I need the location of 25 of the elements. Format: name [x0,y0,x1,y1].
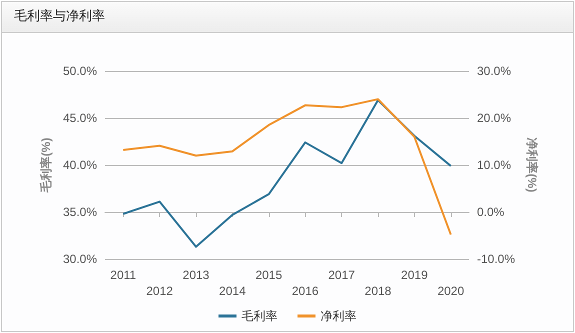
chart-title: 毛利率与净利率 [2,2,573,33]
y-tick-label: 40.0% [62,158,98,172]
y2-tick-label: 10.0% [477,158,512,172]
y2-tick-label: 20.0% [477,111,512,125]
y-tick-label: 45.0% [62,111,98,125]
y-tick-label: 50.0% [62,64,98,78]
x-tick-label: 2015 [255,268,282,282]
x-tick-label: 2020 [437,284,464,298]
y2-tick-label: 0.0% [477,205,505,219]
x-tick-label: 2017 [328,268,356,282]
x-tick-label: 2012 [146,284,174,298]
x-tick-label: 2018 [364,284,392,298]
x-tick-label: 2016 [292,284,319,298]
y-axis-title: 毛利率(%) [39,138,54,194]
y2-tick-label: -10.0% [477,252,516,266]
x-tick-label: 2013 [182,268,210,282]
y2-tick-label: 30.0% [477,64,512,78]
legend-label: 毛利率 [242,309,278,323]
y2-axis-title: 净利率(%) [524,138,539,192]
y-tick-label: 30.0% [62,252,98,266]
x-tick-label: 2014 [219,284,246,298]
legend-label: 净利率 [320,309,356,323]
y-tick-label: 35.0% [62,205,98,219]
x-tick-label: 2019 [401,268,428,282]
x-tick-label: 2011 [110,268,136,282]
